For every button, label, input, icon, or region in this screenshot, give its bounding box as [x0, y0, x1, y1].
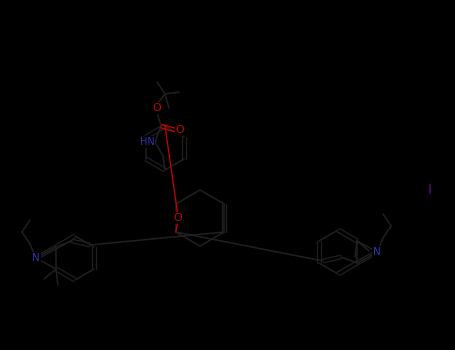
Text: O: O: [173, 213, 182, 223]
Text: N: N: [32, 253, 40, 263]
Text: N: N: [373, 247, 381, 257]
Text: I: I: [428, 183, 432, 197]
Text: HN: HN: [140, 137, 154, 147]
Text: O: O: [152, 103, 162, 113]
Text: O: O: [176, 125, 184, 135]
